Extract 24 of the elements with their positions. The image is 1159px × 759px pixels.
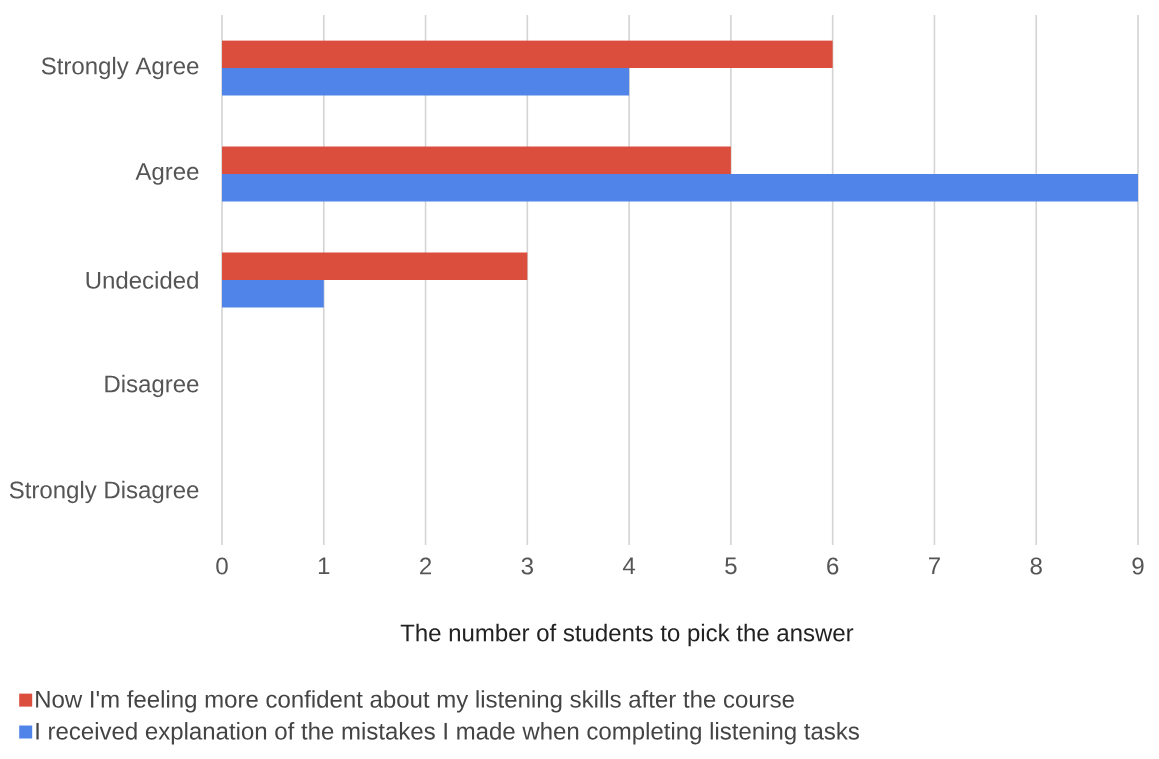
y-tick-label: Disagree bbox=[105, 374, 199, 398]
x-tick-label: 9 bbox=[1132, 557, 1144, 575]
bar bbox=[222, 146, 731, 174]
legend-label: Now I'm feeling more confident about my listening skills after the course bbox=[36, 690, 794, 713]
x-tick-label: 0 bbox=[216, 557, 228, 575]
x-tick-label: 4 bbox=[622, 557, 636, 575]
bar bbox=[222, 252, 528, 280]
x-tick-label: 5 bbox=[725, 557, 737, 575]
y-tick-label: Strongly Agree bbox=[41, 56, 199, 80]
bar bbox=[222, 68, 630, 96]
y-tick-label: Strongly Disagree bbox=[9, 480, 199, 504]
bar bbox=[222, 40, 833, 68]
x-tick-label: 1 bbox=[318, 557, 330, 575]
x-tick-label: 8 bbox=[1030, 557, 1042, 575]
x-axis-title: The number of students to pick the answer bbox=[400, 623, 854, 647]
bar bbox=[222, 174, 1138, 202]
y-tick-label: Agree bbox=[135, 163, 199, 185]
x-tick-label: 7 bbox=[929, 557, 940, 575]
x-tick-label: 3 bbox=[521, 557, 533, 575]
x-tick-label: 2 bbox=[420, 557, 432, 575]
legend-label: I received explanation of the mistakes I made when completing listening tasks bbox=[36, 722, 859, 745]
y-tick-label: Undecided bbox=[86, 271, 198, 289]
x-tick-label: 6 bbox=[827, 557, 839, 575]
bar bbox=[222, 280, 324, 308]
